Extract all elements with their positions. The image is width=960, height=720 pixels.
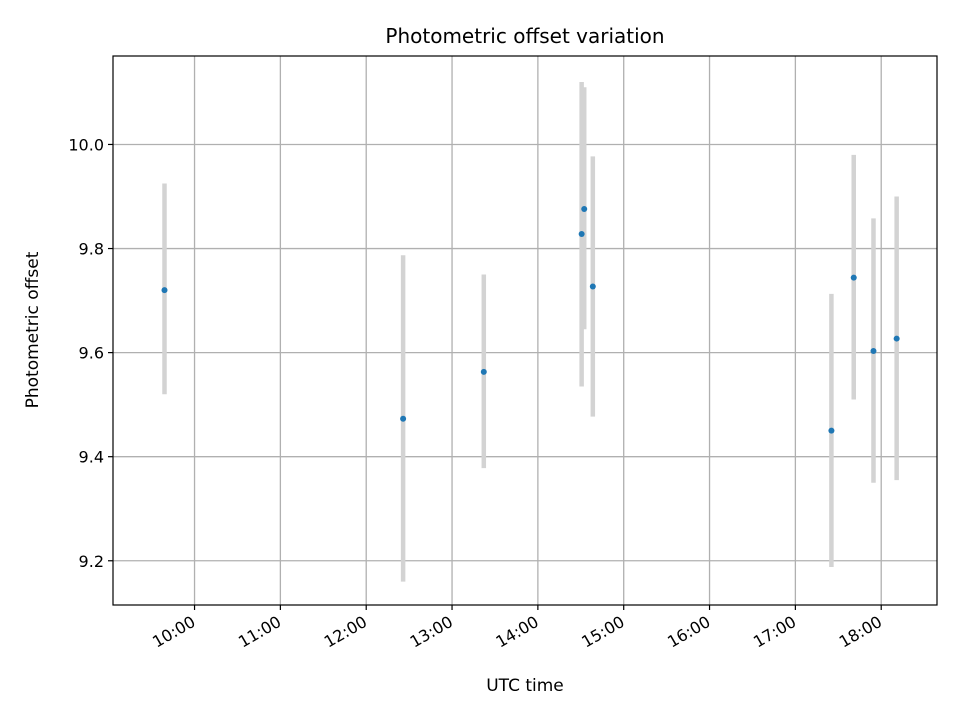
y-tick-label: 10.0	[68, 135, 104, 154]
data-points	[161, 205, 900, 434]
data-point	[161, 287, 168, 294]
plot-area-frame	[112, 55, 938, 606]
grid-lines	[113, 56, 937, 605]
data-point	[850, 274, 857, 281]
data-point	[870, 348, 877, 355]
y-axis-label: Photometric offset	[23, 251, 43, 408]
y-tick-label: 9.6	[79, 344, 104, 363]
chart-title: Photometric offset variation	[385, 24, 664, 48]
data-point	[589, 283, 596, 290]
data-point	[480, 368, 487, 375]
data-point	[400, 415, 407, 422]
data-point	[581, 205, 588, 212]
data-point	[578, 230, 585, 237]
y-tick-label: 9.2	[79, 552, 104, 571]
data-point	[828, 427, 835, 434]
y-tick-label: 9.8	[79, 240, 104, 259]
x-axis-label: UTC time	[486, 676, 564, 696]
data-point	[893, 335, 900, 342]
y-tick-label: 9.4	[79, 448, 104, 467]
